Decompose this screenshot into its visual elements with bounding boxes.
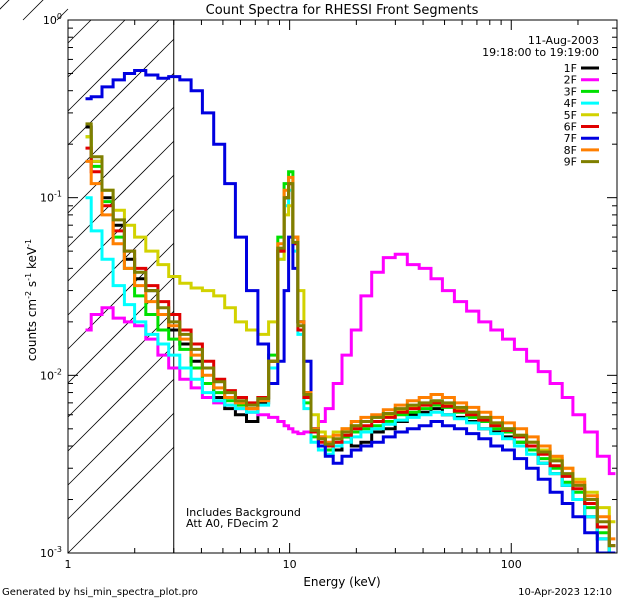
series-line-4f: [85, 188, 616, 553]
series-line-2f: [85, 252, 616, 476]
plot-frame: [67, 19, 618, 554]
hatch-line: [67, 19, 126, 78]
chart-title: Count Spectra for RHESSI Front Segments: [206, 3, 479, 18]
date-label: 11-Aug-2003: [528, 34, 599, 47]
legend-label: 1F: [564, 62, 577, 75]
y-tick-label: 10-1: [40, 190, 62, 205]
y-tick-label: 10-3: [40, 545, 62, 560]
axes-layer: 1 10 100 100 10-1 10-2 10-3: [40, 12, 618, 571]
hatch-line: [67, 310, 175, 418]
legend-label: 2F: [564, 74, 577, 87]
hatch-line: [67, 38, 175, 146]
y-tick-label: 100: [43, 12, 62, 27]
hatch-line: [67, 412, 175, 520]
hatch-line: [22, 0, 44, 21]
y-axis-label-text: counts cm-2 s-1 keV-1: [24, 239, 39, 361]
x-tick-label: 10: [283, 558, 297, 571]
hatch-line: [67, 174, 175, 282]
hatch-line: [56, 8, 69, 21]
hatch-line: [67, 344, 175, 452]
hatch-line: [67, 446, 175, 554]
legend-label: 5F: [564, 109, 577, 122]
series-layer: [85, 69, 616, 553]
legend-label: 7F: [564, 132, 577, 145]
time-range-label: 19:18:00 to 19:19:00: [482, 46, 599, 59]
hatch-line: [67, 106, 175, 214]
hatch-line: [67, 140, 175, 248]
hatch-line: [67, 276, 175, 384]
hatch-line: [0, 0, 10, 10]
annotation-background: Includes Background: [186, 506, 301, 519]
hatch-line: [67, 208, 175, 316]
hatch-line: [67, 378, 175, 486]
series-line-9f: [85, 122, 616, 548]
hatch-line: [67, 72, 175, 180]
legend-label: 4F: [564, 97, 577, 110]
hatch-line: [67, 19, 160, 112]
footer-generated-by: Generated by hsi_min_spectra_plot.pro: [2, 587, 198, 598]
y-axis-label: counts cm-2 s-1 keV-1: [24, 239, 39, 361]
legend-label: 3F: [564, 85, 577, 98]
legend-label: 6F: [564, 121, 577, 134]
x-tick-label: 100: [501, 558, 522, 571]
x-axis-label: Energy (keV): [303, 575, 380, 589]
annotation-attenuator: Att A0, FDecim 2: [186, 517, 279, 530]
legend-label: 8F: [564, 144, 577, 157]
footer-timestamp: 10-Apr-2023 12:10: [518, 587, 612, 598]
legend-label: 9F: [564, 156, 577, 169]
series-line-7f: [85, 69, 616, 553]
y-tick-label: 10-2: [40, 367, 62, 382]
x-tick-label: 1: [65, 558, 72, 571]
hatch-line: [67, 19, 92, 44]
